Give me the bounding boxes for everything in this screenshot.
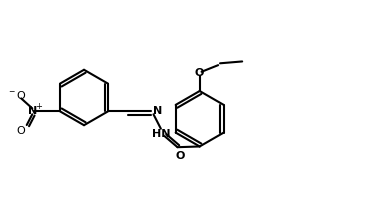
Text: +: + [35, 102, 42, 111]
Text: O: O [17, 126, 26, 136]
Text: N: N [153, 106, 163, 116]
Text: HN: HN [152, 129, 170, 139]
Text: N: N [28, 106, 37, 116]
Text: $^-$O: $^-$O [7, 89, 27, 101]
Text: O: O [176, 151, 185, 161]
Text: O: O [195, 68, 204, 78]
